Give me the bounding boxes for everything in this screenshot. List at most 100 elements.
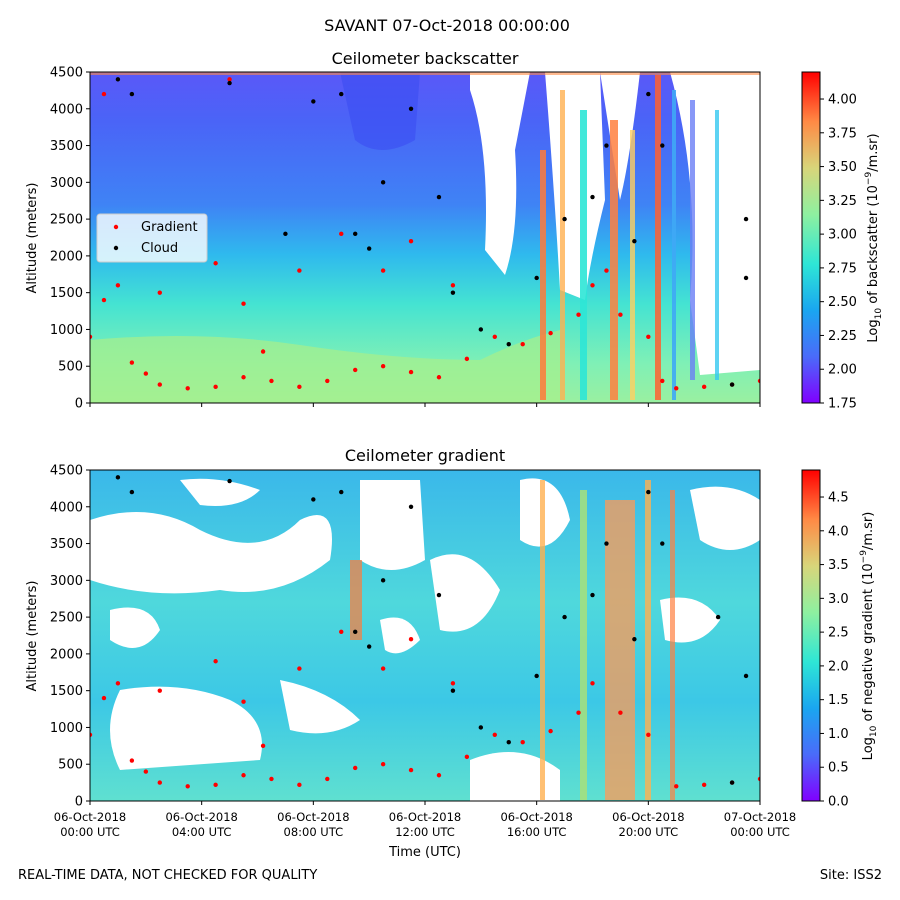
gradient-marker (408, 238, 414, 244)
cloud-marker (660, 541, 665, 546)
gradient-marker (590, 283, 595, 288)
cloud-marker (436, 592, 442, 598)
colorbar-tick-label: 3.5 (828, 558, 849, 573)
cloud-marker (311, 497, 316, 502)
gradient-marker (618, 710, 623, 715)
cloud-marker (632, 636, 637, 642)
cloud-marker (408, 106, 414, 111)
y-tick-label: 4500 (50, 464, 83, 479)
gradient-marker (157, 688, 162, 693)
gradient-marker (129, 758, 135, 763)
colorbar-tick-label: 3.50 (828, 160, 857, 175)
cloud-marker (646, 91, 651, 97)
x-tick-label-time: 16:00 UTC (507, 825, 567, 839)
y-tick-label: 1000 (50, 323, 83, 338)
gradient-marker (408, 767, 414, 773)
gradient-marker (143, 769, 149, 774)
gradient-marker (408, 636, 414, 642)
cloud-marker (478, 327, 484, 332)
cloud-marker (729, 780, 735, 785)
gradient-marker (701, 384, 707, 390)
gradient-marker (464, 754, 470, 760)
x-tick-label-date: 06-Oct-2018 (54, 810, 126, 824)
gradient-marker (157, 780, 162, 785)
cloud-marker (478, 725, 484, 730)
legend-gradient-label: Gradient (141, 220, 198, 235)
gradient-marker (297, 666, 302, 671)
cloud-marker (534, 673, 539, 679)
y-tick-label: 1500 (50, 684, 83, 699)
colorbar-tick-label: 3.25 (828, 194, 857, 209)
colorbar-tick-label: 1.5 (828, 693, 849, 708)
gradient-marker (380, 268, 386, 273)
cloud-marker (743, 275, 749, 281)
cloud-marker (353, 231, 358, 237)
gradient-colorbar: 0.0 0.5 1.0 1.5 2.0 2.5 3.0 3.5 4.0 4.5 Log10 of … (801, 469, 879, 810)
cloud-marker (353, 629, 358, 635)
gradient-marker (297, 782, 302, 788)
colorbar-tick-label: 2.50 (828, 295, 857, 310)
cloud-marker (743, 216, 749, 222)
gradient-marker (101, 695, 107, 701)
gradient-marker (646, 732, 651, 737)
cloud-marker (380, 578, 386, 583)
y-tick-label: 2500 (50, 611, 83, 626)
backscatter-colorbar-label: Log10 of backscatter (10−9/m.sr) (864, 133, 884, 342)
cloud-marker (227, 80, 232, 86)
backscatter-x-ticks (89, 403, 761, 407)
gradient-marker (436, 773, 442, 778)
gradient-marker (115, 283, 121, 288)
gradient-marker (380, 364, 386, 369)
x-tick-label-time: 08:00 UTC (284, 825, 344, 839)
y-tick-label: 4000 (50, 500, 83, 515)
cloud-marker (743, 673, 749, 679)
gradient-marker (436, 375, 442, 380)
backscatter-colorbar: 1.75 2.00 2.25 2.50 2.75 3.00 3.25 3.50 3.75 4.00… (801, 71, 884, 412)
gradient-markers (90, 475, 760, 789)
cloud-marker (534, 275, 539, 281)
gradient-marker (548, 330, 553, 336)
backscatter-y-axis: 0 500 1000 1500 2000 2500 3000 3500 4000 4500 (50, 66, 90, 412)
y-tick-label: 0 (75, 795, 83, 810)
gradient-marker (339, 231, 344, 237)
y-tick-label: 500 (58, 758, 83, 773)
colorbar-tick-label: 1.75 (828, 397, 857, 412)
gradient-marker (185, 386, 190, 391)
gradient-marker (241, 699, 246, 704)
x-tick-label-date: 06-Oct-2018 (165, 810, 237, 824)
gradient-marker (674, 784, 679, 789)
y-tick-label: 2500 (50, 213, 83, 228)
colorbar-tick-label: 3.00 (828, 228, 857, 243)
legend-cloud-marker (113, 245, 119, 251)
gradient-marker (618, 312, 623, 317)
cloud-marker (366, 644, 372, 649)
gradient-marker (115, 681, 121, 686)
x-tick-label-time: 00:00 UTC (730, 825, 790, 839)
gradient-marker (380, 666, 386, 671)
colorbar-tick-label: 4.0 (828, 524, 849, 539)
gradient-marker (260, 743, 266, 749)
gradient-marker (101, 91, 107, 97)
cloud-marker (562, 216, 567, 222)
gradient-marker (157, 382, 162, 387)
gradient-colorbar-label: Log10 of negative gradient (10−9/m.sr) (859, 512, 879, 761)
gradient-marker (260, 349, 266, 354)
x-tick-label-date: 06-Oct-2018 (389, 810, 461, 824)
gradient-marker (660, 378, 665, 384)
y-tick-label: 4500 (50, 66, 83, 81)
cloud-marker (450, 688, 456, 693)
legend-gradient-marker (113, 224, 119, 230)
cloud-marker (339, 91, 344, 97)
colorbar-tick-label: 4.00 (828, 93, 857, 108)
gradient-marker (520, 739, 525, 745)
gradient-marker (90, 732, 93, 737)
x-axis-label: Time (UTC) (388, 845, 461, 860)
y-tick-label: 3500 (50, 537, 83, 552)
gradient-marker (590, 681, 595, 686)
gradient-marker (492, 732, 497, 737)
gradient-marker (646, 334, 651, 339)
gradient-marker (227, 77, 232, 82)
colorbar-tick-label: 2.75 (828, 261, 857, 276)
gradient-marker (339, 629, 344, 635)
gradient-marker (380, 762, 386, 767)
